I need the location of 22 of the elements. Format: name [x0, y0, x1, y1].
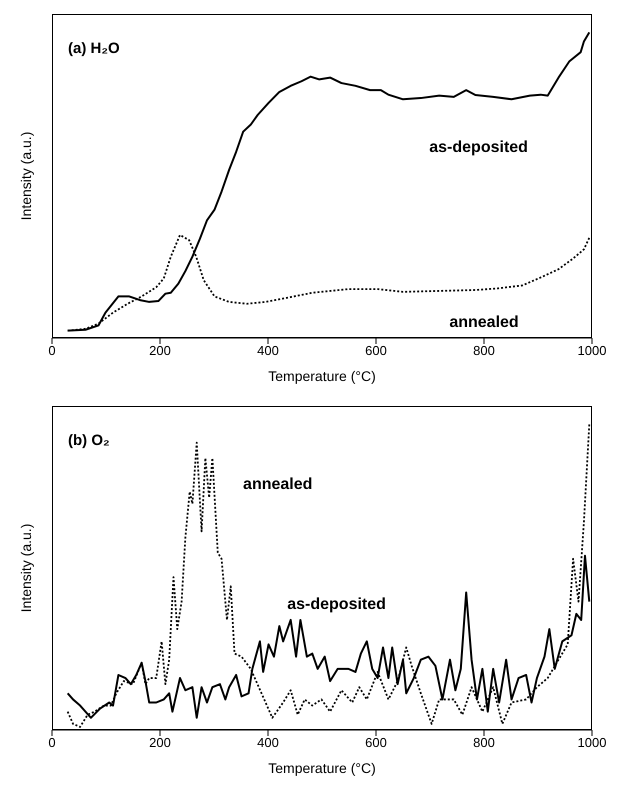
x-axis-title: Temperature (°C) [268, 760, 376, 776]
series-label: annealed [243, 476, 312, 494]
x-tick-label: 200 [149, 735, 171, 750]
text: (a) H₂O [68, 40, 120, 57]
x-tick-label: 400 [257, 735, 279, 750]
x-axis-title: Temperature (°C) [268, 368, 376, 384]
series-label: as-deposited [287, 596, 386, 614]
x-tick-label: 0 [48, 735, 56, 750]
y-axis-title: Intensity (a.u.) [18, 132, 34, 220]
x-tick-label: 1000 [578, 735, 606, 750]
x-tick-label: 0 [48, 343, 56, 358]
y-axis-title: Intensity (a.u.) [18, 524, 34, 612]
text: (b) O₂ [68, 432, 110, 449]
x-tick-label: 800 [473, 343, 495, 358]
x-tick-label: 600 [365, 735, 387, 750]
text: as-deposited [429, 139, 528, 158]
x-tick-label: 400 [257, 343, 279, 358]
x-tick-label: 600 [365, 343, 387, 358]
series-label: annealed [449, 314, 519, 332]
x-tick-label: 800 [473, 735, 495, 750]
x-tick-label: 200 [149, 343, 171, 358]
x-tick-label: 1000 [578, 343, 606, 358]
